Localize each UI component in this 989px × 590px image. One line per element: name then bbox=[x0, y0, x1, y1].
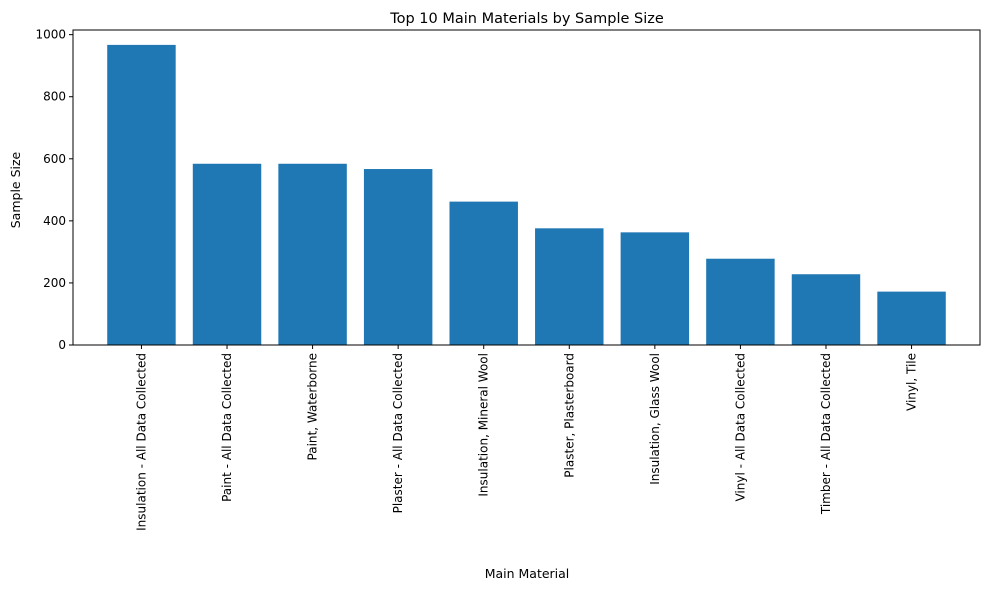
bars-group bbox=[107, 44, 946, 346]
bar bbox=[877, 291, 946, 345]
x-axis-label: Main Material bbox=[485, 566, 570, 581]
x-tick-label: Insulation, Glass Wool bbox=[648, 353, 662, 485]
chart-title: Top 10 Main Materials by Sample Size bbox=[389, 11, 664, 27]
y-axis-ticks: 0 200 400 600 800 1000 bbox=[35, 28, 73, 352]
y-tick-label: 0 bbox=[58, 338, 66, 352]
bar bbox=[363, 169, 433, 345]
y-tick-label: 600 bbox=[43, 152, 66, 166]
x-tick-label: Plaster - All Data Collected bbox=[391, 353, 405, 513]
y-tick-label: 200 bbox=[43, 276, 66, 290]
bar bbox=[449, 201, 518, 345]
bar bbox=[620, 232, 690, 345]
x-tick-label: Insulation - All Data Collected bbox=[134, 353, 148, 531]
x-axis-ticks: Insulation - All Data Collected Paint - A… bbox=[134, 345, 919, 531]
x-tick-label: Paint, Waterborne bbox=[306, 353, 320, 460]
bar bbox=[791, 274, 861, 345]
x-tick-label: Vinyl, Tile bbox=[905, 353, 919, 411]
x-tick-label: Timber - All Data Collected bbox=[819, 353, 833, 515]
bar bbox=[535, 228, 604, 345]
bar bbox=[706, 258, 775, 345]
bar bbox=[192, 163, 262, 345]
plot-frame bbox=[72, 29, 981, 346]
x-tick-label: Vinyl - All Data Collected bbox=[733, 353, 747, 502]
x-tick-label: Plaster, Plasterboard bbox=[562, 353, 576, 478]
bar bbox=[107, 44, 176, 346]
y-tick-label: 1000 bbox=[35, 28, 66, 42]
y-tick-label: 400 bbox=[43, 214, 66, 228]
x-tick-label: Paint - All Data Collected bbox=[220, 353, 234, 502]
x-tick-label: Insulation, Mineral Wool bbox=[477, 353, 491, 497]
y-tick-label: 800 bbox=[43, 90, 66, 104]
y-axis-label: Sample Size bbox=[8, 151, 23, 228]
bar bbox=[278, 163, 347, 345]
